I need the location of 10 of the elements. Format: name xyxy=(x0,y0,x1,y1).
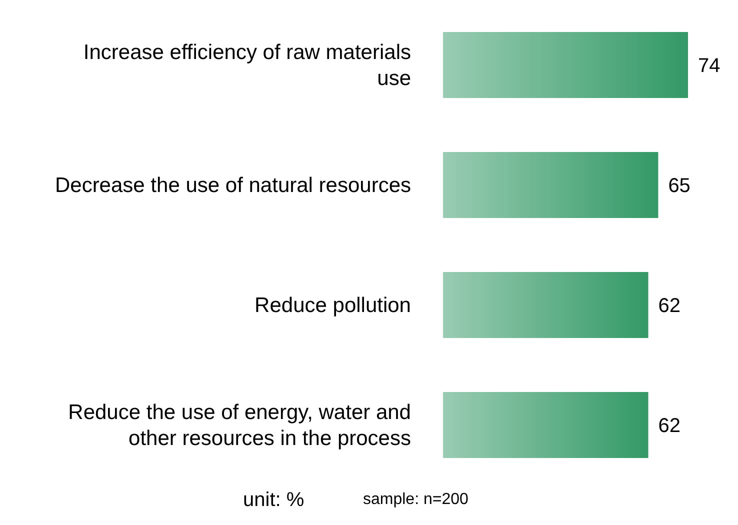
y-tick-label: Decrease the use of natural resources xyxy=(54,174,411,196)
data-label: 62 xyxy=(658,415,681,438)
data-label: 62 xyxy=(658,295,681,318)
y-tick-label: Increase efficiency of raw materials use xyxy=(83,40,411,90)
text: sample: n=200 xyxy=(363,490,468,510)
text: unit: % xyxy=(243,489,304,511)
y-tick-label: Reduce the use of energy, water and other resources in the process xyxy=(68,400,411,450)
data-label: 65 xyxy=(668,175,690,198)
y-tick-label: Reduce pollution xyxy=(254,294,411,316)
data-label: 74 xyxy=(698,55,720,78)
